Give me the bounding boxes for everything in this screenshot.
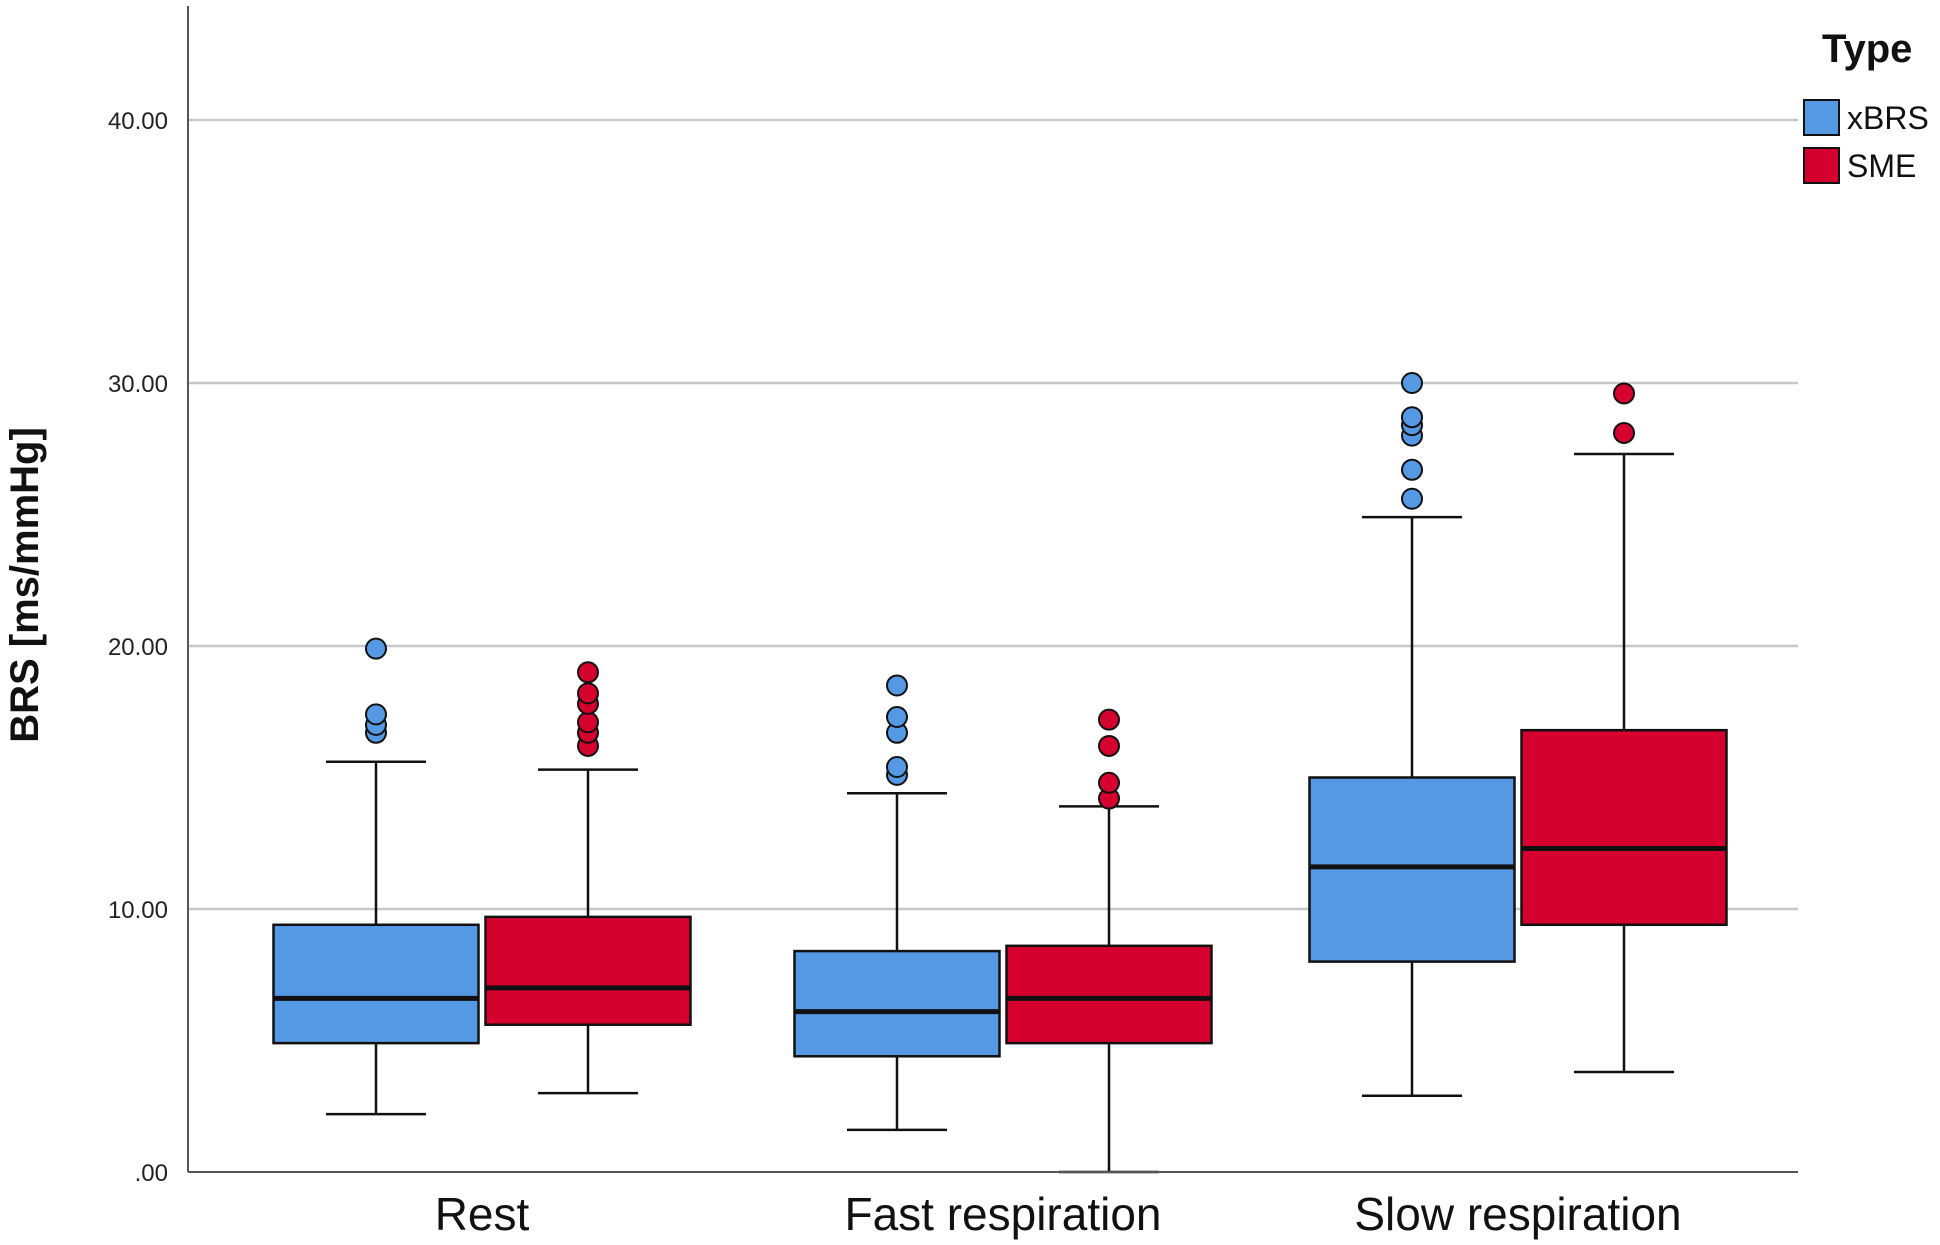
- y-tick-label: 30.00: [108, 371, 168, 398]
- legend-label-sme: SME: [1847, 148, 1916, 184]
- outlier-point: [1401, 458, 1423, 481]
- box-xbrs-slow-respiration: [1308, 372, 1516, 1097]
- outlier-point: [1401, 372, 1423, 394]
- legend-swatch-sme: [1803, 147, 1840, 184]
- iqr-box: [484, 915, 692, 1026]
- box-sme-rest: [484, 661, 692, 1095]
- legend-swatch-xbrs: [1803, 99, 1840, 136]
- box-xbrs-rest: [272, 637, 480, 1116]
- y-tick-label: 40.00: [108, 108, 168, 135]
- outlier-point: [1401, 406, 1423, 429]
- y-tick-label: .00: [135, 1160, 168, 1187]
- iqr-box: [272, 923, 480, 1045]
- outlier-point: [886, 674, 908, 697]
- x-axis-category-labels: Rest Fast respiration Slow respiration: [435, 1188, 1682, 1240]
- outlier-point: [1613, 421, 1635, 444]
- legend-label-xbrs: xBRS: [1847, 100, 1929, 136]
- outlier-point: [1098, 708, 1120, 731]
- y-tick-label: 10.00: [108, 897, 168, 924]
- legend-title: Type: [1822, 27, 1912, 71]
- outlier-point: [365, 637, 387, 660]
- outlier-point: [577, 682, 599, 705]
- outlier-point: [365, 703, 387, 726]
- outlier-point: [1401, 487, 1423, 510]
- y-axis-ticks: .00 10.00 20.00 30.00 40.00: [108, 108, 168, 1187]
- outlier-point: [886, 755, 908, 778]
- legend-entries: xBRS SME: [1803, 99, 1929, 184]
- y-tick-label: 20.00: [108, 634, 168, 661]
- y-axis-label: BRS [ms/mmHg]: [3, 427, 47, 743]
- outlier-point: [1613, 382, 1635, 405]
- legend: Type xBRS SME: [1803, 27, 1929, 184]
- outlier-point: [886, 706, 908, 729]
- outlier-point: [1098, 734, 1120, 757]
- box-xbrs-fast-respiration: [793, 674, 1001, 1132]
- iqr-box: [1520, 728, 1728, 927]
- iqr-box: [1308, 776, 1516, 963]
- box-plots: [272, 372, 1728, 1174]
- outlier-point: [1098, 771, 1120, 794]
- outlier-point: [577, 711, 599, 734]
- outlier-point: [577, 661, 599, 684]
- axes: [187, 6, 1798, 1173]
- box-sme-slow-respiration: [1520, 382, 1728, 1074]
- x-category-label: Slow respiration: [1354, 1188, 1681, 1240]
- box-sme-fast-respiration: [1005, 708, 1213, 1174]
- iqr-box: [793, 949, 1001, 1058]
- iqr-box: [1005, 944, 1213, 1045]
- x-category-label: Fast respiration: [844, 1188, 1161, 1240]
- x-category-label: Rest: [435, 1188, 530, 1240]
